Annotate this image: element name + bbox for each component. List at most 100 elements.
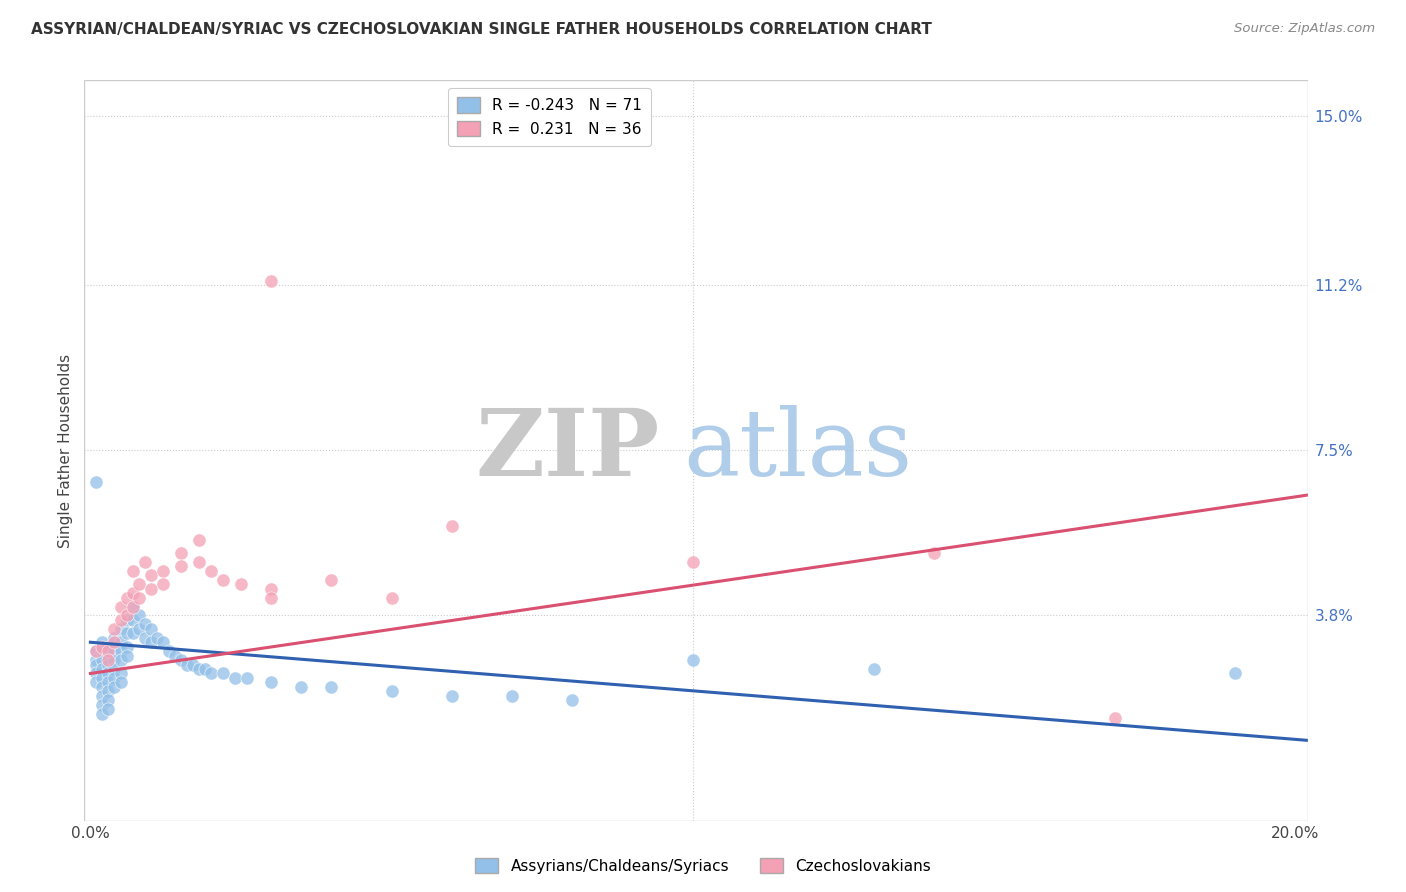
Point [152,564,174,578]
Point [103,635,125,649]
Point [121,599,143,614]
Point [103,680,125,694]
Point [682,555,704,569]
Point [97,684,120,698]
Point [91,671,114,685]
Point [91,680,114,694]
Point [103,631,125,645]
Point [110,613,132,627]
Point [128,608,150,623]
Y-axis label: Single Father Households: Single Father Households [58,353,73,548]
Point [91,644,114,658]
Point [501,689,523,703]
Point [110,675,132,690]
Point [128,591,150,605]
Point [97,675,120,690]
Point [110,653,132,667]
Point [224,671,246,685]
Point [236,671,259,685]
Point [115,608,138,623]
Point [115,648,138,663]
Point [91,662,114,676]
Point [97,644,120,658]
Point [862,662,884,676]
Point [115,626,138,640]
Point [97,666,120,681]
Point [103,644,125,658]
Point [86,675,108,690]
Point [115,591,138,605]
Point [91,640,114,654]
Point [163,648,186,663]
Point [260,591,283,605]
Point [86,653,108,667]
Point [121,613,143,627]
Point [110,644,132,658]
Point [170,653,193,667]
Point [152,635,174,649]
Point [212,666,235,681]
Point [134,617,156,632]
Point [260,675,283,690]
Point [321,573,343,587]
Point [440,689,463,703]
Point [115,613,138,627]
Point [86,644,108,658]
Point [97,702,120,716]
Point [110,599,132,614]
Point [97,640,120,654]
Legend: R = -0.243   N = 71, R =  0.231   N = 36: R = -0.243 N = 71, R = 0.231 N = 36 [447,88,651,146]
Point [170,559,193,574]
Point [176,657,198,672]
Legend: Assyrians/Chaldeans/Syriacs, Czechoslovakians: Assyrians/Chaldeans/Syriacs, Czechoslova… [470,852,936,880]
Point [181,657,204,672]
Point [139,622,162,636]
Point [134,555,156,569]
Point [200,666,222,681]
Point [121,586,143,600]
Point [187,555,209,569]
Point [128,577,150,591]
Point [157,644,180,658]
Point [152,577,174,591]
Text: ZIP: ZIP [475,406,659,495]
Point [381,684,404,698]
Point [121,626,143,640]
Point [200,564,222,578]
Point [91,653,114,667]
Point [115,640,138,654]
Point [290,680,312,694]
Point [229,577,252,591]
Point [922,546,945,560]
Point [1225,666,1247,681]
Point [440,519,463,533]
Point [121,564,143,578]
Point [86,644,108,658]
Text: Source: ZipAtlas.com: Source: ZipAtlas.com [1234,22,1375,36]
Point [86,475,108,489]
Point [91,689,114,703]
Point [110,666,132,681]
Point [86,666,108,681]
Text: ASSYRIAN/CHALDEAN/SYRIAC VS CZECHOSLOVAKIAN SINGLE FATHER HOUSEHOLDS CORRELATION: ASSYRIAN/CHALDEAN/SYRIAC VS CZECHOSLOVAK… [31,22,932,37]
Point [139,568,162,582]
Point [97,693,120,707]
Point [139,635,162,649]
Point [91,698,114,712]
Point [260,274,283,288]
Point [187,533,209,547]
Point [682,653,704,667]
Point [103,662,125,676]
Point [103,653,125,667]
Text: atlas: atlas [683,406,912,495]
Point [139,582,162,596]
Point [121,599,143,614]
Point [110,635,132,649]
Point [103,671,125,685]
Point [128,622,150,636]
Point [134,631,156,645]
Point [97,648,120,663]
Point [561,693,583,707]
Point [260,582,283,596]
Point [91,635,114,649]
